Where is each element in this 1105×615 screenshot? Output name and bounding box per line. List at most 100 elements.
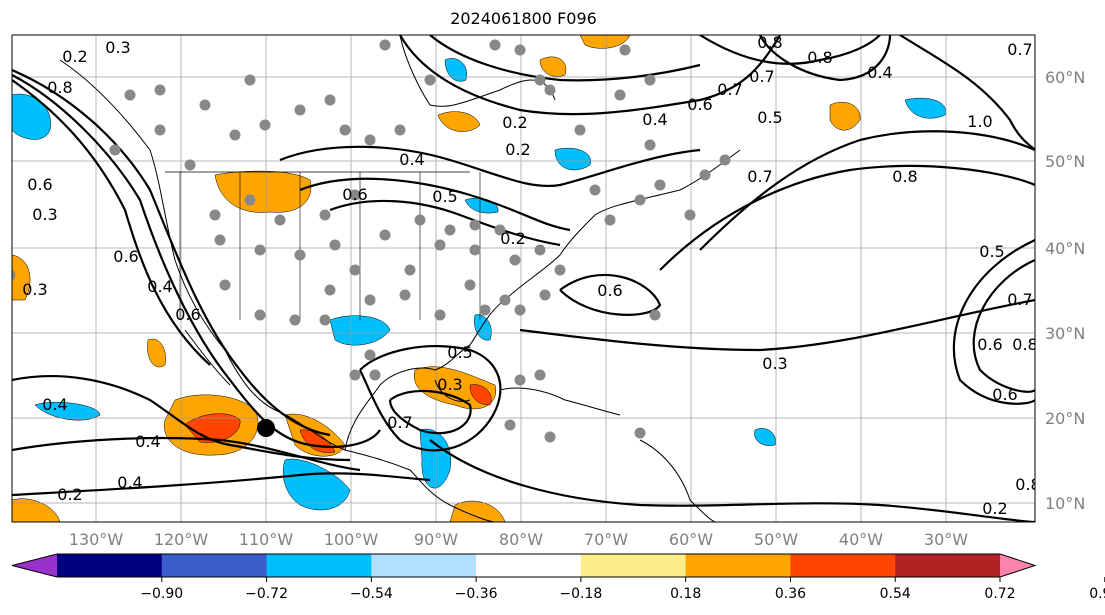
station-dot <box>184 159 196 171</box>
station-dot <box>504 419 516 431</box>
positive-anomaly-region <box>214 170 312 213</box>
contour-line <box>972 258 1035 393</box>
station-dot <box>514 304 526 316</box>
contour-line <box>12 436 361 472</box>
station-dot <box>424 74 436 86</box>
contour-line <box>899 35 1035 151</box>
station-dot <box>289 314 301 326</box>
positive-anomaly-region <box>539 56 567 77</box>
contour-label: 0.8 <box>1015 475 1040 494</box>
station-dots <box>12 39 731 443</box>
negative-anomaly-region <box>474 314 492 341</box>
station-dot <box>199 99 211 111</box>
longitude-label: 80°W <box>499 530 543 549</box>
station-dot <box>589 184 601 196</box>
longitude-label: 100°W <box>324 530 379 549</box>
positive-anomaly-region <box>147 338 166 368</box>
positive-anomaly-region <box>12 498 61 522</box>
negative-anomaly-region <box>282 458 351 511</box>
contour-label: 0.2 <box>982 499 1007 518</box>
contour-label: 0.6 <box>597 281 622 300</box>
negative-anomaly-region <box>754 428 776 446</box>
station-dot <box>699 169 711 181</box>
colorbar-segment <box>161 554 268 577</box>
contour-line <box>429 35 701 82</box>
station-dot <box>539 289 551 301</box>
station-dot <box>514 44 526 56</box>
station-dot <box>514 374 526 386</box>
contour-label: 0.7 <box>1007 290 1032 309</box>
station-dot <box>244 74 256 86</box>
station-dot <box>379 39 391 51</box>
station-dot <box>319 314 331 326</box>
contour-line <box>12 79 211 366</box>
colorbar-tick-label: 0.54 <box>880 586 911 602</box>
station-dot <box>324 94 336 106</box>
station-dot <box>489 39 501 51</box>
contour-line <box>279 145 701 187</box>
station-dot <box>349 369 361 381</box>
contour-line <box>388 389 472 435</box>
contour-label: 0.3 <box>437 375 462 394</box>
station-dot <box>634 194 646 206</box>
negative-anomaly-region <box>554 147 591 171</box>
station-dot <box>254 309 266 321</box>
coastline <box>499 387 621 416</box>
colorbar-tick-label: −0.36 <box>455 586 498 602</box>
station-dot <box>324 284 336 296</box>
contour-label: 0.6 <box>992 385 1017 404</box>
contour-line <box>519 298 1035 352</box>
station-dot <box>294 104 306 116</box>
gridlines <box>12 35 1035 522</box>
station-dot <box>654 179 666 191</box>
contour-line <box>12 472 431 497</box>
station-dot <box>339 124 351 136</box>
contour-label: 0.8 <box>807 48 832 67</box>
station-dot <box>649 309 661 321</box>
latitude-label: 60°N <box>1045 68 1085 87</box>
contour-line <box>299 177 571 232</box>
contour-label: 0.5 <box>979 242 1004 261</box>
contour-label: 0.3 <box>22 280 47 299</box>
contour-label: 0.5 <box>432 187 457 206</box>
colorbar-outline <box>11 553 1037 578</box>
positive-anomaly-region <box>437 111 481 132</box>
station-dot <box>364 294 376 306</box>
negative-anomaly-region <box>464 197 499 214</box>
contour-label: 0.7 <box>387 413 412 432</box>
map-title: 2024061800 F096 <box>450 9 597 28</box>
station-dot <box>214 234 226 246</box>
station-dot <box>259 119 271 131</box>
station-dot <box>319 209 331 221</box>
contour-label: 0.7 <box>717 80 742 99</box>
negative-anomaly-region <box>444 58 467 82</box>
contour-label: 0.7 <box>1007 40 1032 59</box>
storm-center-marker <box>257 419 275 437</box>
station-dot <box>404 264 416 276</box>
station-dot <box>469 219 481 231</box>
negative-anomaly-region <box>904 97 946 119</box>
coastline <box>399 35 556 107</box>
positive-anomaly-region <box>829 102 861 131</box>
contour-line <box>12 375 351 462</box>
contour-lines <box>12 35 1035 522</box>
contour-label: 0.8 <box>1012 335 1037 354</box>
contour-line <box>399 35 781 116</box>
contour-label: 0.2 <box>62 47 87 66</box>
station-dot <box>644 139 656 151</box>
longitude-label: 120°W <box>154 530 209 549</box>
station-dot <box>414 214 426 226</box>
longitude-label: 40°W <box>839 530 883 549</box>
contour-label: 0.4 <box>147 277 172 296</box>
station-dot <box>12 269 16 281</box>
contour-label: 0.4 <box>867 63 892 82</box>
contour-label: 0.3 <box>32 205 57 224</box>
longitude-label: 90°W <box>414 530 458 549</box>
station-dot <box>509 254 521 266</box>
station-dot <box>209 209 221 221</box>
map-frame <box>11 34 1036 523</box>
negative-anomaly-region <box>329 315 391 346</box>
station-dot <box>574 124 586 136</box>
latitude-label: 20°N <box>1045 409 1085 428</box>
